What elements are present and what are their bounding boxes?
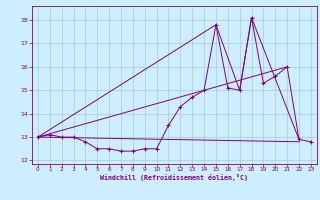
X-axis label: Windchill (Refroidissement éolien,°C): Windchill (Refroidissement éolien,°C)	[100, 174, 248, 181]
